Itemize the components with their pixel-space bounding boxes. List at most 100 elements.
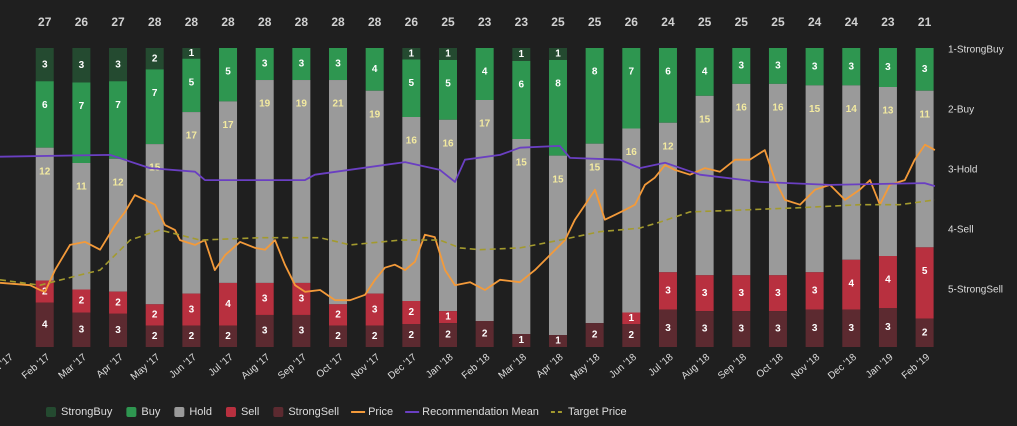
segment-label: 6 xyxy=(665,67,671,78)
segment-label: 8 xyxy=(555,79,561,90)
segment-label: 3 xyxy=(665,323,671,334)
bar-segment xyxy=(109,158,128,292)
bar-segment xyxy=(72,82,91,163)
bar-segment xyxy=(439,311,458,324)
segment-label: 3 xyxy=(885,62,891,73)
x-tick-label: May '18 xyxy=(569,352,603,383)
bar-segment xyxy=(915,90,934,248)
bar-segment xyxy=(548,155,567,336)
x-tick-label: Oct '18 xyxy=(754,352,785,381)
segment-label: 17 xyxy=(479,119,491,130)
x-tick-label: Sep '17 xyxy=(276,352,309,382)
total-label: 28 xyxy=(185,15,199,29)
line xyxy=(0,199,936,286)
bar-segment xyxy=(329,325,348,347)
segment-label: 7 xyxy=(629,67,635,78)
x-tick-label: Mar '17 xyxy=(57,352,90,382)
segment-label: 2 xyxy=(335,310,341,321)
bar-segment xyxy=(145,304,164,326)
legend-label: Recommendation Mean xyxy=(422,406,539,418)
total-label: 23 xyxy=(478,15,492,29)
bar-segment xyxy=(695,48,714,96)
total-label: 24 xyxy=(808,15,822,29)
total-label: 23 xyxy=(881,15,895,29)
segment-label: 3 xyxy=(739,288,745,299)
bar-segment xyxy=(878,87,897,256)
segment-label: 17 xyxy=(186,131,198,142)
segment-label: 3 xyxy=(739,324,745,335)
segment-label: 4 xyxy=(848,278,854,289)
bar-segment xyxy=(658,48,677,123)
total-label: 25 xyxy=(588,15,602,29)
legend-swatch xyxy=(225,407,236,417)
segment-label: 2 xyxy=(115,297,121,308)
segment-label: 1 xyxy=(189,48,195,59)
bar-segment xyxy=(219,48,238,102)
total-label: 25 xyxy=(698,15,712,29)
y-tick-label: 4-Sell xyxy=(948,225,974,236)
segment-label: 3 xyxy=(848,323,854,334)
total-label: 28 xyxy=(258,15,272,29)
segment-label: 19 xyxy=(296,99,308,110)
x-tick-label: Jun '18 xyxy=(607,352,639,381)
bar-segment xyxy=(915,318,934,347)
segment-label: 1 xyxy=(519,49,525,60)
bar-segment xyxy=(622,312,641,324)
segment-label: 2 xyxy=(409,330,415,341)
segment-label: 19 xyxy=(369,109,381,120)
bar-segment xyxy=(292,314,311,347)
x-tick-label: Jan '19 xyxy=(864,352,896,381)
segment-label: 12 xyxy=(662,141,674,152)
y-tick-label: 1-StrongBuy xyxy=(948,44,1004,55)
segment-label: 4 xyxy=(482,67,488,78)
segment-label: 2 xyxy=(189,331,195,342)
bar-segment xyxy=(72,163,91,290)
bar-segment xyxy=(109,313,128,347)
bar-segment xyxy=(585,48,604,144)
bar-segment xyxy=(72,312,91,347)
segment-label: 4 xyxy=(225,299,231,310)
segment-label: 15 xyxy=(516,158,528,169)
total-label: 24 xyxy=(661,15,675,29)
segment-label: 2 xyxy=(152,53,158,64)
bar-segment xyxy=(878,256,897,308)
segment-label: 6 xyxy=(42,100,48,111)
bar-segment xyxy=(292,48,311,81)
x-tick-label: Nov '18 xyxy=(789,352,822,382)
segment-label: 3 xyxy=(42,59,48,70)
segment-label: 3 xyxy=(812,323,818,334)
x-tick-label: Dec '18 xyxy=(826,352,859,382)
total-label: 26 xyxy=(405,15,419,29)
x-tick-label: Feb '18 xyxy=(460,352,493,382)
x-tick-label: Oct '17 xyxy=(315,352,346,381)
segment-label: 6 xyxy=(519,80,525,91)
segment-label: 3 xyxy=(885,322,891,333)
segment-label: 14 xyxy=(846,104,858,115)
bar-segment xyxy=(109,81,128,159)
bar-segment xyxy=(72,289,91,313)
bar-segment xyxy=(255,282,274,315)
segment-label: 4 xyxy=(885,275,891,286)
segment-label: 4 xyxy=(702,67,708,78)
segment-label: 17 xyxy=(222,120,234,131)
bar-segment xyxy=(658,122,677,273)
segment-label: 5 xyxy=(445,79,451,90)
segment-label: 2 xyxy=(482,329,488,340)
segment-label: 3 xyxy=(702,324,708,335)
segment-label: 1 xyxy=(555,49,561,60)
x-tick-label: Jan '17 xyxy=(0,352,16,381)
segment-label: 3 xyxy=(775,288,781,299)
bar-segment xyxy=(145,325,164,347)
segment-label: 2 xyxy=(922,327,928,338)
bar-segment xyxy=(585,323,604,347)
bar-segment xyxy=(35,81,54,148)
segment-label: 3 xyxy=(262,326,268,337)
x-tick-label: Jan '18 xyxy=(424,352,456,381)
total-label: 25 xyxy=(441,15,455,29)
segment-label: 15 xyxy=(552,174,564,185)
bar-segment xyxy=(402,48,421,60)
segment-label: 3 xyxy=(299,59,305,70)
bar-segment xyxy=(768,83,787,276)
segment-label: 12 xyxy=(39,166,51,177)
